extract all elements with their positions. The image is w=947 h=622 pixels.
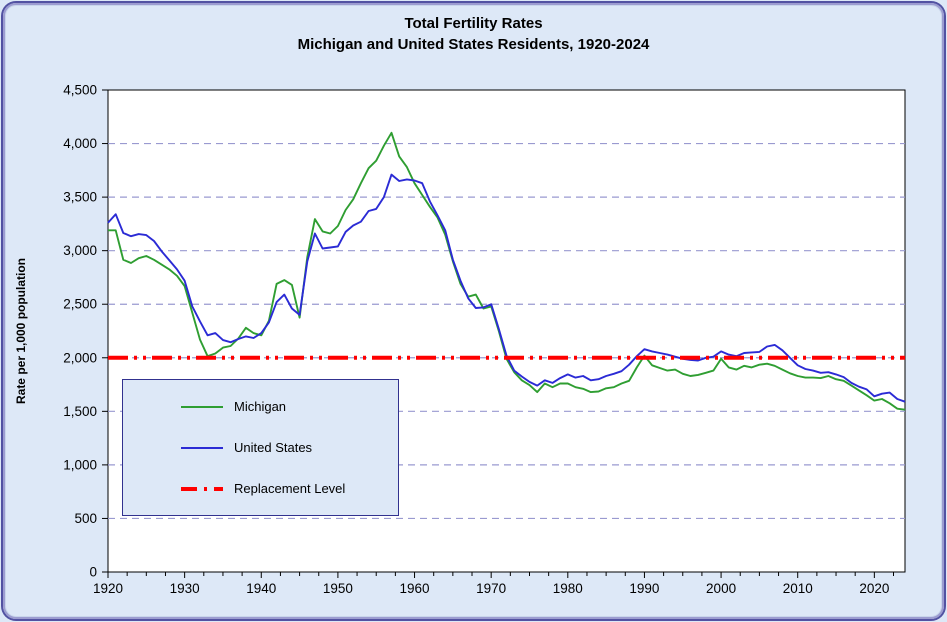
x-tick-label: 1970 (476, 581, 506, 596)
outer-frame-border (3, 3, 944, 619)
y-tick-label: 4,500 (63, 83, 97, 98)
y-tick-label: 500 (74, 511, 97, 526)
y-tick-label: 3,000 (63, 243, 97, 258)
x-tick-label: 1990 (629, 581, 659, 596)
x-tick-label: 1950 (323, 581, 353, 596)
legend-label-replacement-level: Replacement Level (234, 481, 346, 496)
legend: Michigan United States Replacement Level (122, 379, 399, 516)
chart-title-line1: Total Fertility Rates (404, 15, 543, 32)
y-tick-label: 2,500 (63, 297, 97, 312)
chart-title: Total Fertility Rates Michigan and Unite… (0, 13, 947, 55)
x-tick-label: 2020 (859, 581, 889, 596)
x-tick-label: 1930 (170, 581, 200, 596)
chart-title-line2: Michigan and United States Residents, 19… (297, 36, 650, 53)
x-tick-label: 2010 (783, 581, 813, 596)
legend-label-united-states: United States (234, 440, 313, 455)
y-tick-label: 0 (89, 565, 97, 580)
y-tick-label: 1,500 (63, 404, 97, 419)
y-tick-label: 1,000 (63, 457, 97, 472)
y-tick-label: 3,500 (63, 190, 97, 205)
replacement-level-line-sample (181, 486, 223, 491)
y-tick-label: 4,000 (63, 136, 97, 151)
x-tick-label: 1960 (400, 581, 430, 596)
legend-label-michigan: Michigan (234, 399, 287, 414)
legend-item-united-states: United States (181, 440, 398, 455)
united-states-line-sample (181, 446, 223, 449)
y-tick-label: 2,000 (63, 350, 97, 365)
series-line-united-states (107, 173, 906, 403)
legend-item-michigan: Michigan (181, 399, 398, 414)
x-tick-label: 1940 (246, 581, 276, 596)
x-tick-label: 1920 (93, 581, 123, 596)
legend-item-replacement-level: Replacement Level (181, 481, 398, 496)
x-tick-label: 2000 (706, 581, 736, 596)
x-tick-label: 1980 (553, 581, 583, 596)
michigan-line-sample (181, 405, 223, 408)
